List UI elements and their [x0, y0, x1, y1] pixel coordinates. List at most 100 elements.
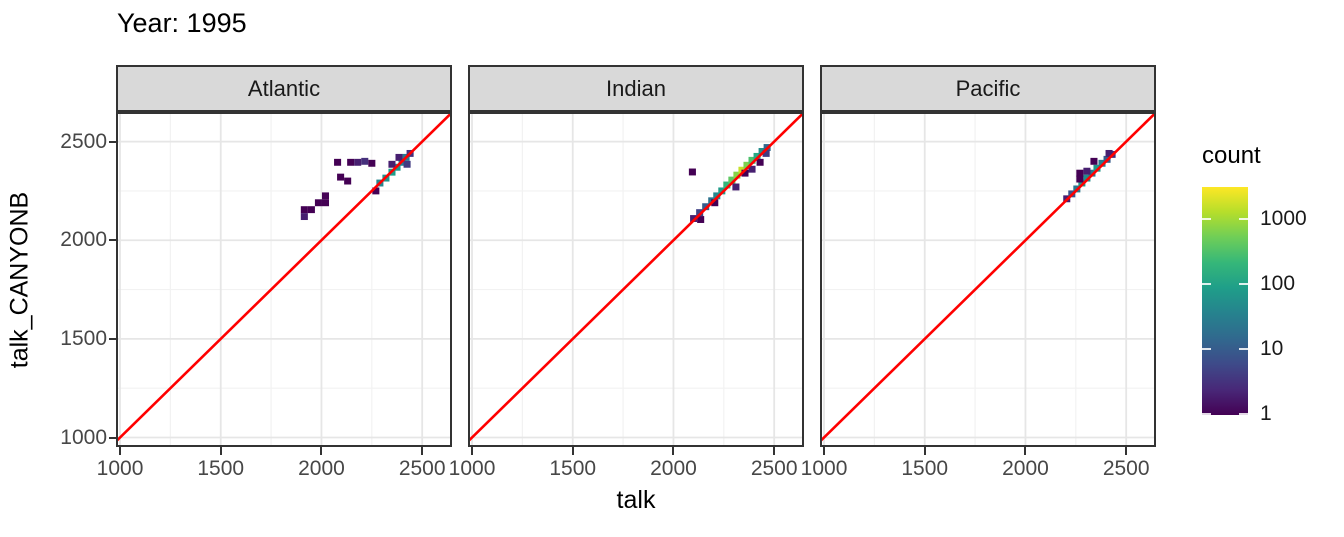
- legend-tick-label: 1000: [1260, 207, 1307, 230]
- y-tick-label: 1000: [60, 425, 107, 449]
- bin2d-cell: [372, 187, 380, 195]
- bin2d-cell: [1088, 169, 1096, 177]
- legend-tick-mark: [1239, 413, 1248, 415]
- panel-border: [468, 112, 804, 447]
- identity-reference-line: [115, 111, 453, 443]
- bin2d-cell: [337, 173, 345, 181]
- bin2d-cell: [1078, 179, 1086, 187]
- bin2d-cell: [403, 160, 411, 168]
- panel-pacific: [819, 111, 1157, 447]
- panel-border: [116, 112, 452, 447]
- x-tick-label: 2500: [1102, 457, 1150, 480]
- x-tick-label: 1500: [549, 457, 597, 480]
- legend-tick-mark: [1202, 218, 1211, 220]
- bin2d-cell: [697, 216, 705, 223]
- x-tick-mark: [1024, 447, 1027, 455]
- bin2d-cell: [743, 161, 751, 169]
- bin2d-cell: [321, 192, 330, 200]
- x-tick-mark: [219, 447, 222, 455]
- bin2d-cell: [1083, 167, 1091, 175]
- bin2d-cell: [314, 199, 322, 207]
- legend-tick-label: 100: [1260, 272, 1296, 295]
- legend-tick-mark: [1239, 348, 1248, 350]
- bin2d-cell: [354, 158, 362, 166]
- bin2d-cell: [733, 171, 741, 179]
- y-tick-mark: [109, 436, 117, 439]
- plot-title: Year: 1995: [117, 8, 247, 38]
- x-tick-label: 2500: [750, 457, 798, 480]
- x-tick-mark: [923, 447, 926, 455]
- bin2d-cell: [748, 156, 756, 164]
- x-tick-label: 1500: [901, 457, 949, 480]
- bin2d-cell: [300, 213, 308, 221]
- legend-tick-mark: [1202, 348, 1211, 350]
- facet-label: Indian: [606, 75, 666, 101]
- bin2d-cell: [1076, 169, 1084, 177]
- legend-title: count: [1202, 142, 1261, 169]
- bin2d-cell: [368, 159, 376, 167]
- bin2d-cell: [756, 158, 764, 166]
- x-tick-label: 1000: [96, 457, 144, 480]
- identity-reference-line: [467, 111, 805, 443]
- x-tick-mark: [119, 447, 122, 455]
- panel-plot-pacific: [819, 111, 1157, 447]
- bin2d-cell: [741, 169, 749, 177]
- bin2d-cell: [702, 203, 710, 211]
- bin2d-cell: [748, 165, 756, 173]
- facet-strip-pacific: Pacific: [820, 65, 1156, 112]
- bin2d-cell: [758, 148, 766, 155]
- x-tick-label: 1500: [197, 457, 245, 480]
- legend-tick-label: 10: [1260, 337, 1284, 360]
- y-tick-mark: [109, 239, 117, 242]
- x-tick-label: 1000: [800, 457, 848, 480]
- x-tick-mark: [571, 447, 574, 455]
- x-tick-mark: [320, 447, 323, 455]
- facet-strip-indian: Indian: [468, 65, 804, 112]
- bin2d-cell: [718, 187, 726, 195]
- bin2d-cell: [300, 206, 308, 214]
- y-tick-label: 2000: [60, 228, 107, 252]
- bin2d-cell: [723, 181, 731, 189]
- panel-atlantic: [115, 111, 453, 447]
- bin2d-cell: [728, 176, 736, 184]
- x-tick-label: 2500: [398, 457, 446, 480]
- panel-indian: [467, 111, 805, 447]
- legend-tick-label: 1: [1260, 402, 1272, 425]
- y-tick-label: 1500: [60, 326, 107, 350]
- x-tick-mark: [471, 447, 474, 455]
- y-tick-mark: [109, 337, 117, 340]
- facet-label: Pacific: [955, 75, 1021, 101]
- bin2d-cell: [1083, 174, 1091, 182]
- panel-plot-atlantic: [115, 111, 453, 447]
- x-tick-mark: [1125, 447, 1128, 455]
- bin2d-cell: [690, 215, 698, 222]
- bin2d-cell: [344, 177, 352, 185]
- x-tick-label: 1000: [448, 457, 496, 480]
- x-tick-label: 2000: [650, 457, 697, 480]
- legend-count: count 1000 100 10 1: [1198, 142, 1338, 425]
- bin2d-cell: [762, 149, 770, 157]
- y-tick-mark: [109, 140, 117, 143]
- bin2d-cell: [1093, 164, 1101, 172]
- panel-plot-indian: [467, 111, 805, 447]
- bin2d-cell: [753, 152, 761, 160]
- bin2d-cell: [388, 160, 396, 168]
- bin2d-cell: [361, 157, 369, 165]
- bin2d-cell: [321, 199, 330, 207]
- x-tick-label: 2000: [298, 457, 345, 480]
- bin2d-cell: [1090, 157, 1098, 165]
- bin2d-cell: [1105, 149, 1113, 157]
- x-tick-mark: [421, 447, 424, 455]
- x-tick-mark: [672, 447, 675, 455]
- bin2d-cell: [688, 168, 696, 176]
- bin2d-cell: [1098, 159, 1106, 167]
- bin2d-cell: [1076, 175, 1084, 183]
- identity-reference-line: [819, 111, 1157, 443]
- legend-tick-mark: [1239, 283, 1248, 285]
- x-tick-mark: [773, 447, 776, 455]
- bin2d-cell: [395, 153, 403, 161]
- bin2d-cell: [696, 209, 704, 217]
- bin2d-cell: [334, 158, 342, 166]
- y-axis-title: talk_CANYONB: [5, 191, 34, 369]
